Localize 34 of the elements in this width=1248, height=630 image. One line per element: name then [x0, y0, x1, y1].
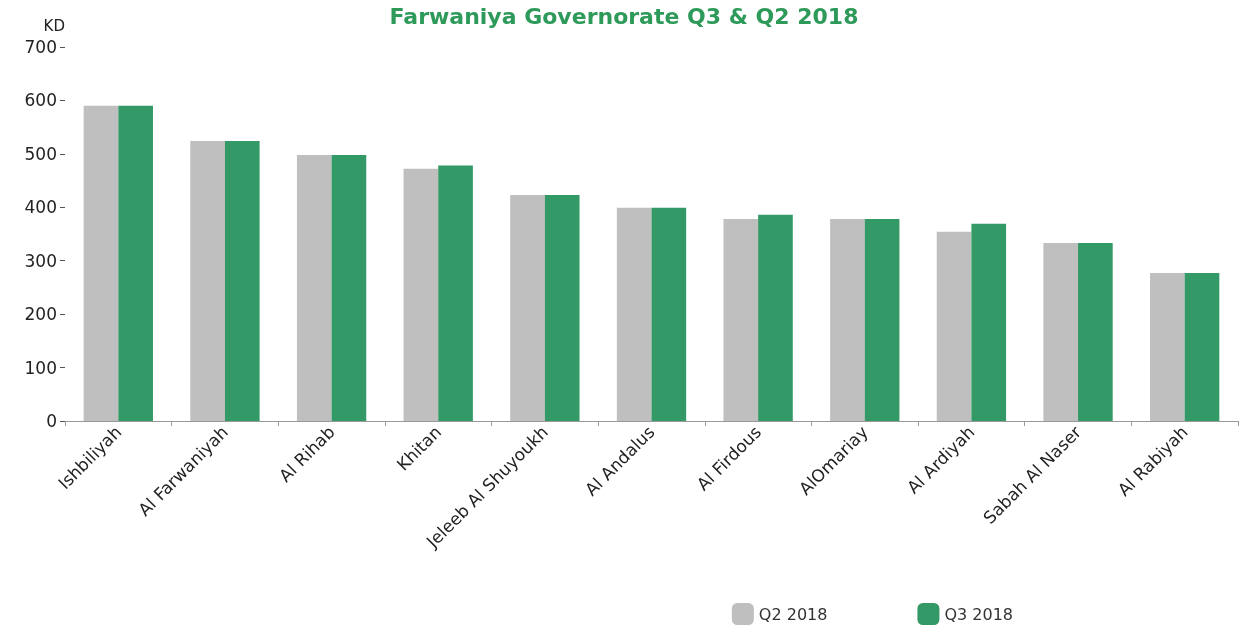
- bar: [1078, 243, 1113, 421]
- bar: [83, 105, 119, 421]
- chart-title: Farwaniya Governorate Q3 & Q2 2018: [389, 3, 859, 29]
- y-tick-label: 500: [24, 143, 57, 164]
- y-tick-label: 700: [24, 37, 57, 57]
- y-axis-title: KD: [43, 16, 65, 35]
- legend-label: Q2 2018: [758, 604, 828, 624]
- bar: [758, 214, 793, 421]
- bar: [118, 105, 153, 421]
- y-tick-label: 300: [24, 250, 57, 271]
- bar: [296, 154, 332, 421]
- bar: [616, 207, 652, 421]
- bar: [723, 219, 759, 421]
- bar: [331, 154, 367, 421]
- bar: [510, 195, 545, 421]
- bar: [651, 207, 687, 421]
- bar: [971, 223, 1007, 421]
- y-tick-label: 100: [24, 357, 57, 378]
- bar: [1043, 243, 1079, 421]
- y-tick-label: 400: [24, 197, 57, 218]
- bar: [830, 219, 865, 421]
- y-tick-label: 600: [24, 90, 57, 111]
- bar: [864, 219, 900, 421]
- legend-label: Q3 2018: [944, 604, 1013, 624]
- bar: [190, 141, 225, 421]
- y-tick-label: 200: [24, 304, 57, 325]
- y-tick-label: 0: [46, 411, 57, 431]
- bar: [936, 231, 972, 421]
- bar: [1184, 273, 1220, 421]
- bar: [1150, 273, 1185, 421]
- bar: [224, 141, 260, 421]
- bar: [438, 165, 473, 421]
- bar: [403, 168, 439, 421]
- bar: [544, 195, 580, 421]
